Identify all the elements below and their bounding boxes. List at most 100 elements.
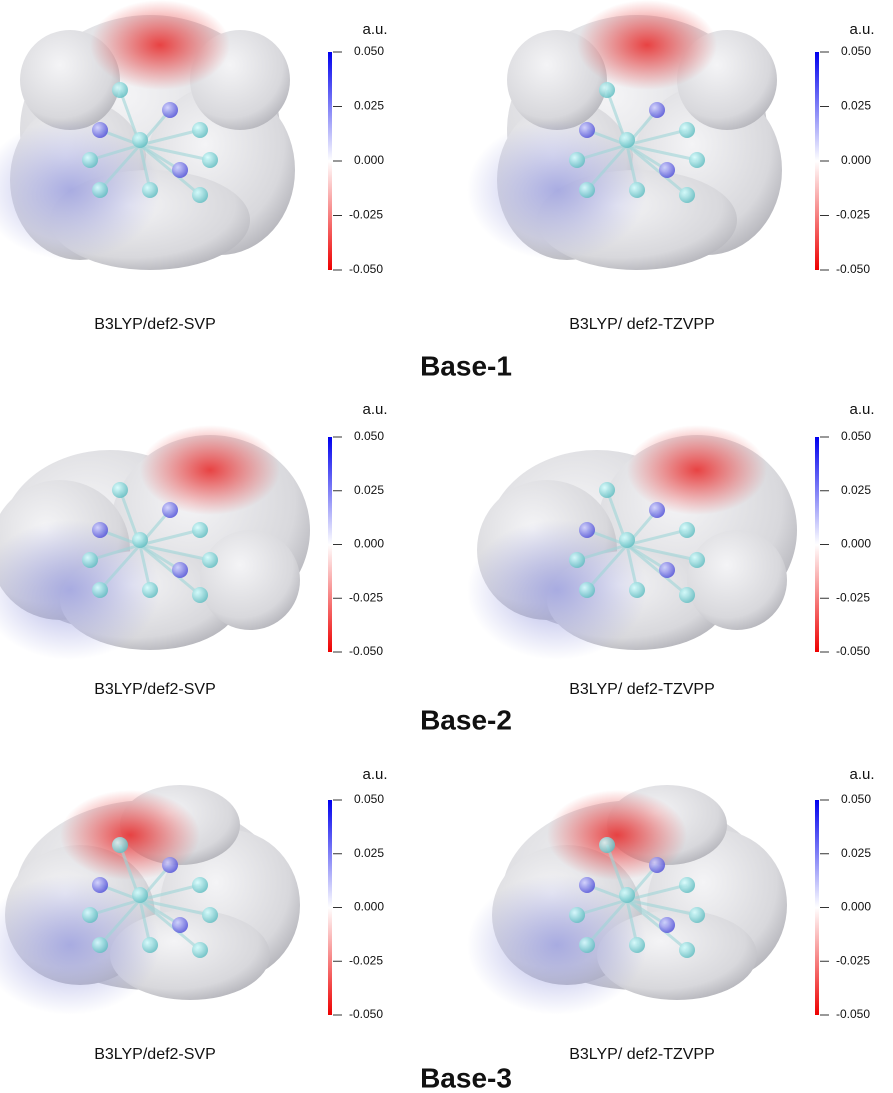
colorbar-label: a.u. (362, 766, 387, 783)
atom (92, 522, 108, 538)
negative-region (60, 790, 200, 880)
atom (92, 182, 108, 198)
figure: a.u. 0.050 0.025 0.000 -0.025 -0.050 B3LYP/def… (0, 0, 893, 1093)
atom (619, 132, 635, 148)
atom (92, 582, 108, 598)
atom (579, 522, 595, 538)
atom (679, 587, 695, 603)
colorbar-label: a.u. (849, 766, 874, 783)
colorbar-tick-label: -0.025 (349, 953, 383, 967)
atom (162, 502, 178, 518)
panel: a.u. 0.050 0.025 0.000 -0.025 -0.050 B3LYP/ de… (467, 0, 875, 333)
atom (172, 162, 188, 178)
colorbar-label: a.u. (849, 401, 874, 418)
method-caption: B3LYP/ def2-TZVPP (569, 1046, 715, 1063)
method-caption: B3LYP/ def2-TZVPP (569, 316, 715, 333)
atom (649, 102, 665, 118)
colorbar-tick-label: 0.000 (354, 900, 384, 914)
colorbar-tick-label: -0.050 (836, 262, 870, 276)
atom (192, 122, 208, 138)
negative-region (140, 425, 280, 515)
colorbar-tick-label: 0.050 (841, 792, 871, 806)
colorbar (328, 800, 332, 1015)
method-caption: B3LYP/ def2-TZVPP (569, 681, 715, 698)
atom (132, 132, 148, 148)
method-caption: B3LYP/def2-SVP (94, 316, 216, 333)
atom (172, 562, 188, 578)
atom (659, 917, 675, 933)
colorbar-tick-label: 0.025 (841, 483, 871, 497)
colorbar-label: a.u. (362, 401, 387, 418)
row: a.u. 0.050 0.025 0.000 -0.025 -0.050 B3LYP/def… (0, 401, 875, 735)
atom (192, 587, 208, 603)
atom (599, 82, 615, 98)
atom (112, 482, 128, 498)
colorbar-tick-label: -0.025 (836, 953, 870, 967)
negative-region (577, 0, 717, 90)
atom (142, 937, 158, 953)
colorbar-tick-label: 0.000 (354, 153, 384, 167)
atom (579, 122, 595, 138)
atom (689, 907, 705, 923)
colorbar-label: a.u. (849, 21, 874, 38)
esp-surface (200, 530, 300, 630)
atom (192, 187, 208, 203)
panel: a.u.0.0500.0250.000-0.025-0.050B3LYP/def… (0, 401, 388, 698)
atom (649, 857, 665, 873)
colorbar-tick-label: 0.050 (841, 44, 871, 58)
atom (649, 502, 665, 518)
colorbar-tick-label: 0.050 (841, 429, 871, 443)
colorbar-tick-label: -0.025 (349, 590, 383, 604)
esp-surface (687, 530, 787, 630)
atom (599, 837, 615, 853)
atom (112, 82, 128, 98)
colorbar-tick-label: 0.025 (354, 846, 384, 860)
panel: a.u.0.0500.0250.000-0.025-0.050B3LYP/def… (0, 0, 388, 333)
row-title: Base-3 (420, 1062, 512, 1093)
atom (659, 162, 675, 178)
colorbar-tick-label: 0.025 (354, 99, 384, 113)
colorbar (815, 52, 819, 270)
colorbar-tick-label: 0.000 (841, 153, 871, 167)
atom (569, 552, 585, 568)
colorbar (815, 800, 819, 1015)
atom (629, 182, 645, 198)
atom (82, 152, 98, 168)
colorbar-tick-label: 0.050 (354, 792, 384, 806)
row: a.u. 0.050 0.025 0.000 -0.025 -0.050 B3LYP/def… (0, 0, 875, 381)
row-title: Base-2 (420, 704, 512, 735)
atom (82, 907, 98, 923)
atom (162, 857, 178, 873)
atom (132, 887, 148, 903)
atom (579, 877, 595, 893)
atom (202, 152, 218, 168)
colorbar-label: a.u. (362, 21, 387, 38)
colorbar-tick-label: -0.050 (836, 644, 870, 658)
panel: a.u. 0.050 0.025 0.000 -0.025 -0.050 B3LYP/def… (0, 766, 388, 1063)
colorbar-tick-label: 0.025 (841, 99, 871, 113)
colorbar-tick-label: -0.050 (349, 1007, 383, 1021)
colorbar-tick-label: 0.000 (354, 537, 384, 551)
atom (619, 887, 635, 903)
negative-region (547, 790, 687, 880)
atom (192, 522, 208, 538)
colorbar-tick-label: 0.050 (354, 429, 384, 443)
atom (679, 122, 695, 138)
colorbar-tick-label: 0.000 (841, 537, 871, 551)
atom (92, 937, 108, 953)
atom (142, 182, 158, 198)
atom (172, 917, 188, 933)
atom (569, 907, 585, 923)
atom (689, 152, 705, 168)
colorbar-tick-label: -0.025 (836, 208, 870, 222)
atom (569, 152, 585, 168)
colorbar (328, 52, 332, 270)
colorbar (328, 437, 332, 652)
atom (679, 877, 695, 893)
method-caption: B3LYP/def2-SVP (94, 1046, 216, 1063)
method-caption: B3LYP/def2-SVP (94, 681, 216, 698)
colorbar-tick-label: 0.025 (841, 846, 871, 860)
row-title: Base-1 (420, 350, 512, 381)
